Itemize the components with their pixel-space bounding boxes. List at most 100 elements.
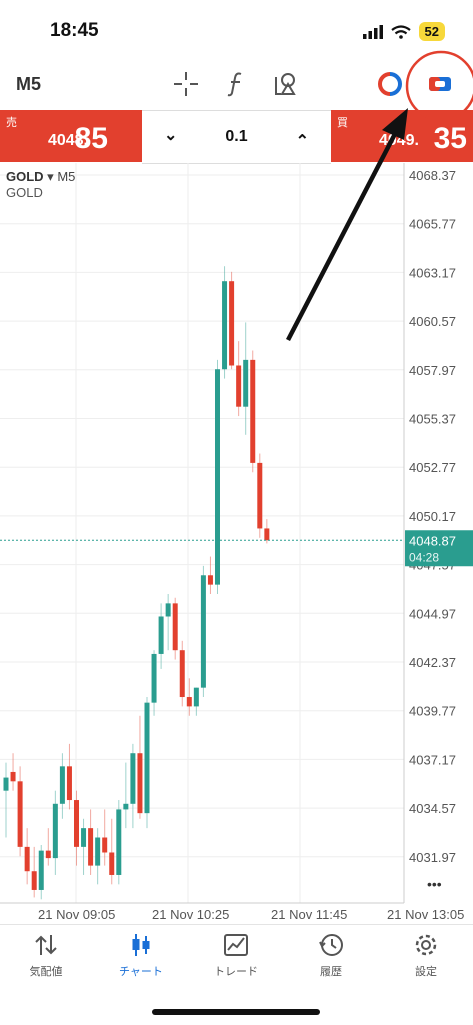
candle-body bbox=[31, 871, 37, 890]
candle-body bbox=[186, 697, 192, 707]
nav-trade-label: トレード bbox=[214, 966, 258, 978]
crosshair-icon[interactable] bbox=[172, 70, 200, 98]
countdown-label: 04:28 bbox=[409, 550, 439, 564]
price-tick-label: 4042.37 bbox=[409, 655, 456, 670]
candle-body bbox=[179, 650, 185, 698]
candle-body bbox=[66, 766, 72, 801]
price-tick-label: 4060.57 bbox=[409, 314, 456, 329]
candle-body bbox=[172, 603, 178, 651]
symbol-name: GOLD bbox=[6, 169, 44, 184]
candle-body bbox=[215, 369, 220, 585]
more-options-icon[interactable]: ••• bbox=[427, 876, 442, 892]
price-tick-label: 4057.97 bbox=[409, 363, 456, 378]
candle-body bbox=[222, 281, 228, 370]
buy-label: 買 bbox=[337, 117, 348, 129]
candle-body bbox=[264, 528, 270, 541]
wifi-icon bbox=[390, 24, 411, 39]
symbol-description: GOLD bbox=[6, 185, 43, 200]
chart-toolbar: M5 bbox=[0, 60, 473, 108]
candle-body bbox=[24, 846, 30, 872]
time-tick-label: 21 Nov 10:25 bbox=[152, 907, 229, 922]
price-tick-label: 4065.77 bbox=[409, 217, 456, 232]
candle-body bbox=[130, 753, 136, 804]
price-tick-label: 4052.77 bbox=[409, 460, 456, 475]
status-icons: 52 bbox=[362, 22, 445, 41]
candle-body bbox=[116, 809, 122, 875]
one-click-trading-icon[interactable] bbox=[376, 70, 404, 98]
settings-icon bbox=[415, 934, 437, 956]
candle-body bbox=[17, 781, 23, 847]
lot-increase-button[interactable]: ⌃ bbox=[295, 133, 309, 150]
lot-selector: ⌄ 0.1 ⌃ bbox=[142, 110, 331, 164]
candle-body bbox=[123, 803, 129, 810]
chart-area[interactable]: 4068.37 4065.77 4063.17 4060.57 4057.97 4055.… bbox=[0, 163, 473, 923]
candle-body bbox=[200, 575, 206, 688]
candle-body bbox=[3, 777, 9, 791]
candle-body bbox=[95, 837, 101, 866]
chart-icon bbox=[132, 934, 150, 956]
nav-chart[interactable]: チャート bbox=[101, 933, 181, 979]
candle-body bbox=[165, 603, 171, 617]
bottom-nav: 気配値 チャート トレード 履歴 設定 bbox=[0, 924, 473, 1025]
price-tick-label: 4034.57 bbox=[409, 801, 456, 816]
quotes-icon bbox=[35, 935, 57, 955]
signal-icon bbox=[362, 24, 383, 39]
nav-settings[interactable]: 設定 bbox=[386, 933, 466, 979]
time-tick-label: 21 Nov 11:45 bbox=[271, 907, 347, 922]
lot-decrease-button[interactable]: ⌄ bbox=[164, 127, 178, 144]
function-icon[interactable] bbox=[222, 70, 250, 98]
candle-body bbox=[250, 359, 256, 463]
trade-icon bbox=[224, 934, 248, 956]
candle-body bbox=[137, 753, 143, 814]
candle-body bbox=[81, 828, 87, 847]
status-bar: 18:45 52 bbox=[0, 0, 473, 60]
buy-price-big: 35 bbox=[433, 122, 467, 155]
nav-quotes-label: 気配値 bbox=[29, 966, 63, 978]
sell-price-main: 4048. bbox=[47, 132, 88, 149]
lot-value[interactable]: 0.1 bbox=[225, 128, 248, 145]
candle-body bbox=[10, 771, 16, 782]
candle-body bbox=[243, 359, 249, 407]
price-tick-label: 4050.17 bbox=[409, 509, 456, 524]
candle-body bbox=[45, 850, 51, 859]
sell-price-big: 85 bbox=[74, 122, 108, 155]
nav-history-label: 履歴 bbox=[320, 966, 342, 978]
price-tick-label: 4068.37 bbox=[409, 168, 456, 183]
candle-body bbox=[144, 702, 150, 814]
time-tick-label: 21 Nov 13:05 bbox=[387, 907, 464, 922]
history-icon bbox=[319, 934, 343, 956]
buy-button[interactable]: 買 4049. 35 bbox=[331, 110, 473, 162]
nav-history[interactable]: 履歴 bbox=[291, 933, 371, 979]
buy-price-main: 4049. bbox=[378, 132, 419, 149]
price-tick-label: 4037.17 bbox=[409, 752, 456, 767]
sell-button[interactable]: 売 4048. 85 bbox=[0, 110, 142, 162]
price-chart[interactable]: 4068.37 4065.77 4063.17 4060.57 4057.97 4055.… bbox=[0, 163, 473, 923]
candle-body bbox=[207, 575, 213, 585]
candle-body bbox=[74, 800, 79, 847]
price-tick-label: 4044.97 bbox=[409, 606, 456, 621]
candle-body bbox=[158, 616, 164, 654]
chart-settings-icon[interactable] bbox=[426, 70, 454, 98]
price-tick-label: 4063.17 bbox=[409, 265, 456, 280]
current-price-label: 4048.87 bbox=[409, 533, 456, 548]
battery-indicator: 52 bbox=[418, 22, 445, 41]
time-tick-label: 21 Nov 09:05 bbox=[38, 907, 115, 922]
trade-bar: 売 4048. 85 ⌄ 0.1 ⌃ 買 4049. 35 bbox=[0, 110, 473, 164]
symbol-timeframe: M5 bbox=[57, 169, 76, 184]
objects-icon[interactable] bbox=[272, 70, 300, 98]
candle-body bbox=[52, 803, 58, 859]
price-tick-label: 4039.77 bbox=[409, 704, 456, 719]
nav-quotes[interactable]: 気配値 bbox=[6, 933, 86, 979]
price-tick-label: 4031.97 bbox=[409, 850, 456, 865]
sell-label: 売 bbox=[6, 117, 17, 129]
candle-body bbox=[257, 462, 263, 529]
candle-body bbox=[102, 837, 108, 853]
nav-chart-label: チャート bbox=[119, 966, 163, 978]
nav-trade[interactable]: トレード bbox=[196, 933, 276, 979]
candle-body bbox=[151, 653, 157, 703]
symbol-label[interactable]: GOLD ▾ M5 bbox=[6, 169, 76, 184]
candle-body bbox=[109, 852, 115, 875]
status-time: 18:45 bbox=[50, 20, 99, 41]
current-price-tag bbox=[405, 530, 473, 567]
timeframe-button[interactable]: M5 bbox=[16, 74, 42, 94]
